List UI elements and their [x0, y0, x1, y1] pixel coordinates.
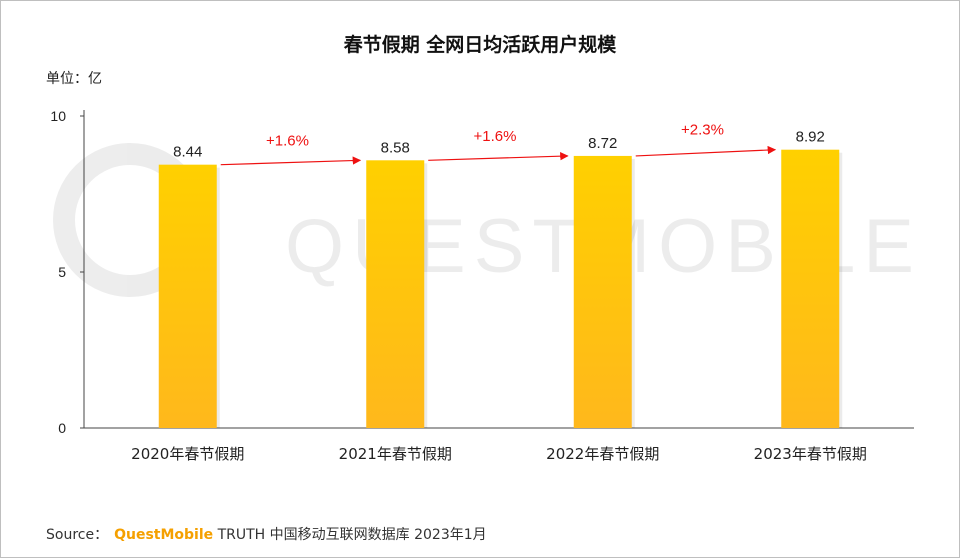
growth-arrow — [635, 145, 777, 157]
growth-arrow — [220, 156, 362, 166]
source-prefix: Source： — [46, 527, 109, 543]
growth-label: +1.6% — [474, 128, 517, 145]
x-tick-label: 2023年春节假期 — [754, 445, 867, 463]
x-tick-label: 2021年春节假期 — [339, 445, 452, 463]
growth-arrow — [428, 151, 569, 161]
chart-title: 春节假期 全网日均活跃用户规模 — [343, 34, 617, 56]
bar-value-label: 8.44 — [173, 144, 202, 161]
bar-value-label: 8.72 — [588, 135, 617, 152]
y-tick-label: 0 — [58, 420, 66, 436]
source-note: Source： QuestMobile TRUTH 中国移动互联网数据库 2023… — [46, 524, 487, 544]
bar — [158, 164, 217, 428]
bar-value-label: 8.92 — [796, 129, 825, 146]
bar — [573, 155, 632, 428]
y-tick-label: 5 — [58, 264, 66, 280]
y-tick-label: 10 — [50, 108, 66, 124]
x-tick-label: 2022年春节假期 — [546, 445, 659, 463]
bar-value-label: 8.58 — [381, 139, 410, 156]
bar — [781, 149, 840, 429]
bar — [366, 160, 425, 428]
unit-label: 单位：亿 — [46, 71, 102, 87]
questmobile-brand: QuestMobile — [114, 527, 214, 543]
x-tick-label: 2020年春节假期 — [131, 445, 244, 463]
growth-label: +2.3% — [681, 122, 724, 139]
source-suffix: TRUTH 中国移动互联网数据库 2023年1月 — [213, 527, 487, 543]
growth-label: +1.6% — [266, 132, 309, 149]
